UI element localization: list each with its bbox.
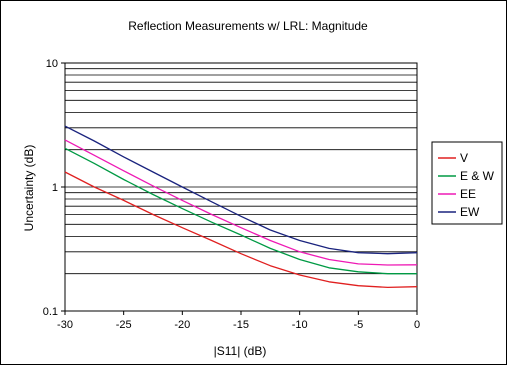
x-tick-label: -30 <box>57 319 73 331</box>
x-tick-label: -25 <box>116 319 132 331</box>
legend-box <box>431 141 503 225</box>
legend-label: EE <box>460 187 476 201</box>
series-line-e-w <box>64 147 417 275</box>
y-tick-label: 10 <box>46 58 58 70</box>
series-line-ew <box>64 125 418 255</box>
chart-title: Reflection Measurements w/ LRL: Magnitud… <box>128 19 368 33</box>
legend-label: V <box>460 151 468 165</box>
y-tick-label: 0.1 <box>43 306 58 318</box>
x-tick-label: -20 <box>174 319 190 331</box>
x-axis-label: |S11| (dB) <box>214 344 267 358</box>
series-line-ee <box>64 139 418 266</box>
x-tick-label: -10 <box>292 319 308 331</box>
legend-label: E & W <box>460 169 495 183</box>
x-tick-label: -15 <box>233 319 249 331</box>
series-line-v <box>64 171 418 289</box>
y-tick-label: 1 <box>52 182 58 194</box>
legend-label: EW <box>460 205 480 219</box>
legend: V E & W EE EW <box>431 141 503 225</box>
y-axis-label: Uncertainty (dB) <box>22 145 36 232</box>
axis-ticks: -30 -25 -20 -15 -10 -5 0 0.1 1 10 <box>43 58 420 331</box>
series-lines <box>64 125 418 289</box>
x-tick-label: -5 <box>353 319 363 331</box>
x-tick-label: 0 <box>414 319 420 331</box>
